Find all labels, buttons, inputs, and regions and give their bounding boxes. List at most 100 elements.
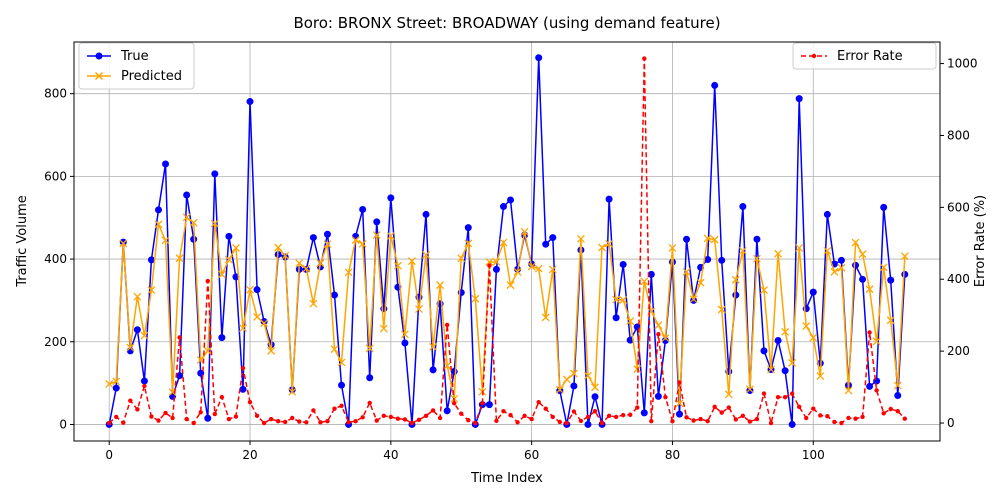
point-true <box>605 195 613 203</box>
point-predicted <box>760 286 768 295</box>
point-error-rate <box>733 417 739 422</box>
point-predicted <box>224 255 233 264</box>
point-error-rate <box>311 408 316 413</box>
point-predicted <box>175 254 184 263</box>
point-error-rate <box>761 391 767 396</box>
point-error-rate <box>613 414 619 420</box>
point-error-rate <box>656 332 661 337</box>
point-error-rate <box>430 408 436 413</box>
point-predicted <box>682 267 691 276</box>
point-predicted <box>837 263 846 272</box>
point-true <box>366 374 374 382</box>
point-true <box>359 205 367 213</box>
point-predicted <box>309 299 318 308</box>
point-error-rate <box>698 416 703 422</box>
point-predicted <box>513 267 522 276</box>
point-error-rate <box>283 419 288 425</box>
y-tick-label: 0 <box>59 417 67 431</box>
point-true <box>612 314 620 322</box>
point-error-rate <box>620 412 626 418</box>
point-error-rate <box>437 415 443 421</box>
point-predicted <box>422 250 430 259</box>
point-predicted <box>569 369 578 378</box>
point-error-rate <box>874 388 879 393</box>
point-predicted <box>534 264 543 273</box>
point-predicted <box>724 390 733 399</box>
point-true <box>732 291 740 299</box>
x-axis-label: Time Index <box>470 471 543 486</box>
point-error-rate <box>156 418 161 423</box>
point-error-rate <box>360 415 365 420</box>
point-error-rate <box>867 330 872 335</box>
point-predicted <box>640 277 649 286</box>
point-predicted <box>337 358 346 367</box>
point-predicted <box>274 243 283 252</box>
point-predicted <box>851 238 860 247</box>
legend-right: Error Rate <box>792 42 937 70</box>
point-true <box>183 191 191 199</box>
point-true <box>873 377 881 385</box>
point-true <box>859 275 867 283</box>
point-error-rate <box>529 416 534 422</box>
point-predicted <box>246 285 254 294</box>
point-error-rate <box>114 414 119 420</box>
point-true <box>387 194 395 202</box>
point-error-rate <box>635 405 640 410</box>
point-true <box>753 235 761 243</box>
point-predicted <box>161 236 170 245</box>
point-predicted <box>281 251 290 260</box>
point-predicted <box>520 227 529 236</box>
point-predicted <box>217 270 226 279</box>
point-true <box>147 256 155 264</box>
point-error-rate <box>459 411 464 416</box>
point-error-rate <box>184 416 189 422</box>
point-true <box>133 326 141 334</box>
point-true <box>422 210 430 218</box>
point-error-rate <box>789 391 795 396</box>
x-tick-label: 0 <box>105 448 113 462</box>
legend-left-box <box>78 42 195 90</box>
point-true <box>373 218 381 226</box>
point-predicted <box>506 281 515 290</box>
point-predicted <box>767 365 775 374</box>
point-predicted <box>703 234 712 243</box>
point-true <box>323 230 331 238</box>
point-error-rate <box>268 416 274 422</box>
point-error-rate <box>494 418 499 424</box>
point-error-rate <box>719 410 724 415</box>
point-true <box>260 318 268 326</box>
point-predicted <box>562 375 571 384</box>
point-error-rate <box>628 412 633 417</box>
legend-predicted-label: Predicted <box>121 69 182 84</box>
point-error-rate <box>247 399 253 405</box>
point-error-rate <box>388 414 394 420</box>
y-tick-label: 800 <box>44 87 67 101</box>
point-predicted <box>731 275 740 284</box>
point-true <box>837 256 845 264</box>
point-error-rate <box>691 418 696 423</box>
point-error-rate <box>853 416 858 421</box>
y2-tick-label: 200 <box>947 344 970 358</box>
point-true <box>760 347 768 355</box>
point-predicted <box>351 236 360 245</box>
x-tick-label: 60 <box>524 448 539 462</box>
point-error-rate <box>163 410 168 416</box>
point-error-rate <box>402 417 408 422</box>
point-predicted <box>323 240 332 249</box>
point-error-rate <box>557 419 563 425</box>
point-error-rate <box>233 414 239 419</box>
point-predicted <box>358 239 367 248</box>
grid-layer <box>74 42 940 441</box>
point-predicted <box>823 246 832 255</box>
point-error-rate <box>536 399 541 405</box>
point-error-rate <box>205 278 210 284</box>
point-error-rate <box>804 415 809 421</box>
point-true <box>880 203 888 211</box>
point-predicted <box>752 254 761 263</box>
point-predicted <box>675 399 684 408</box>
point-predicted <box>802 322 811 331</box>
point-error-rate <box>649 419 654 424</box>
point-error-rate <box>571 409 577 414</box>
point-error-rate <box>825 413 830 419</box>
point-true <box>570 382 578 390</box>
